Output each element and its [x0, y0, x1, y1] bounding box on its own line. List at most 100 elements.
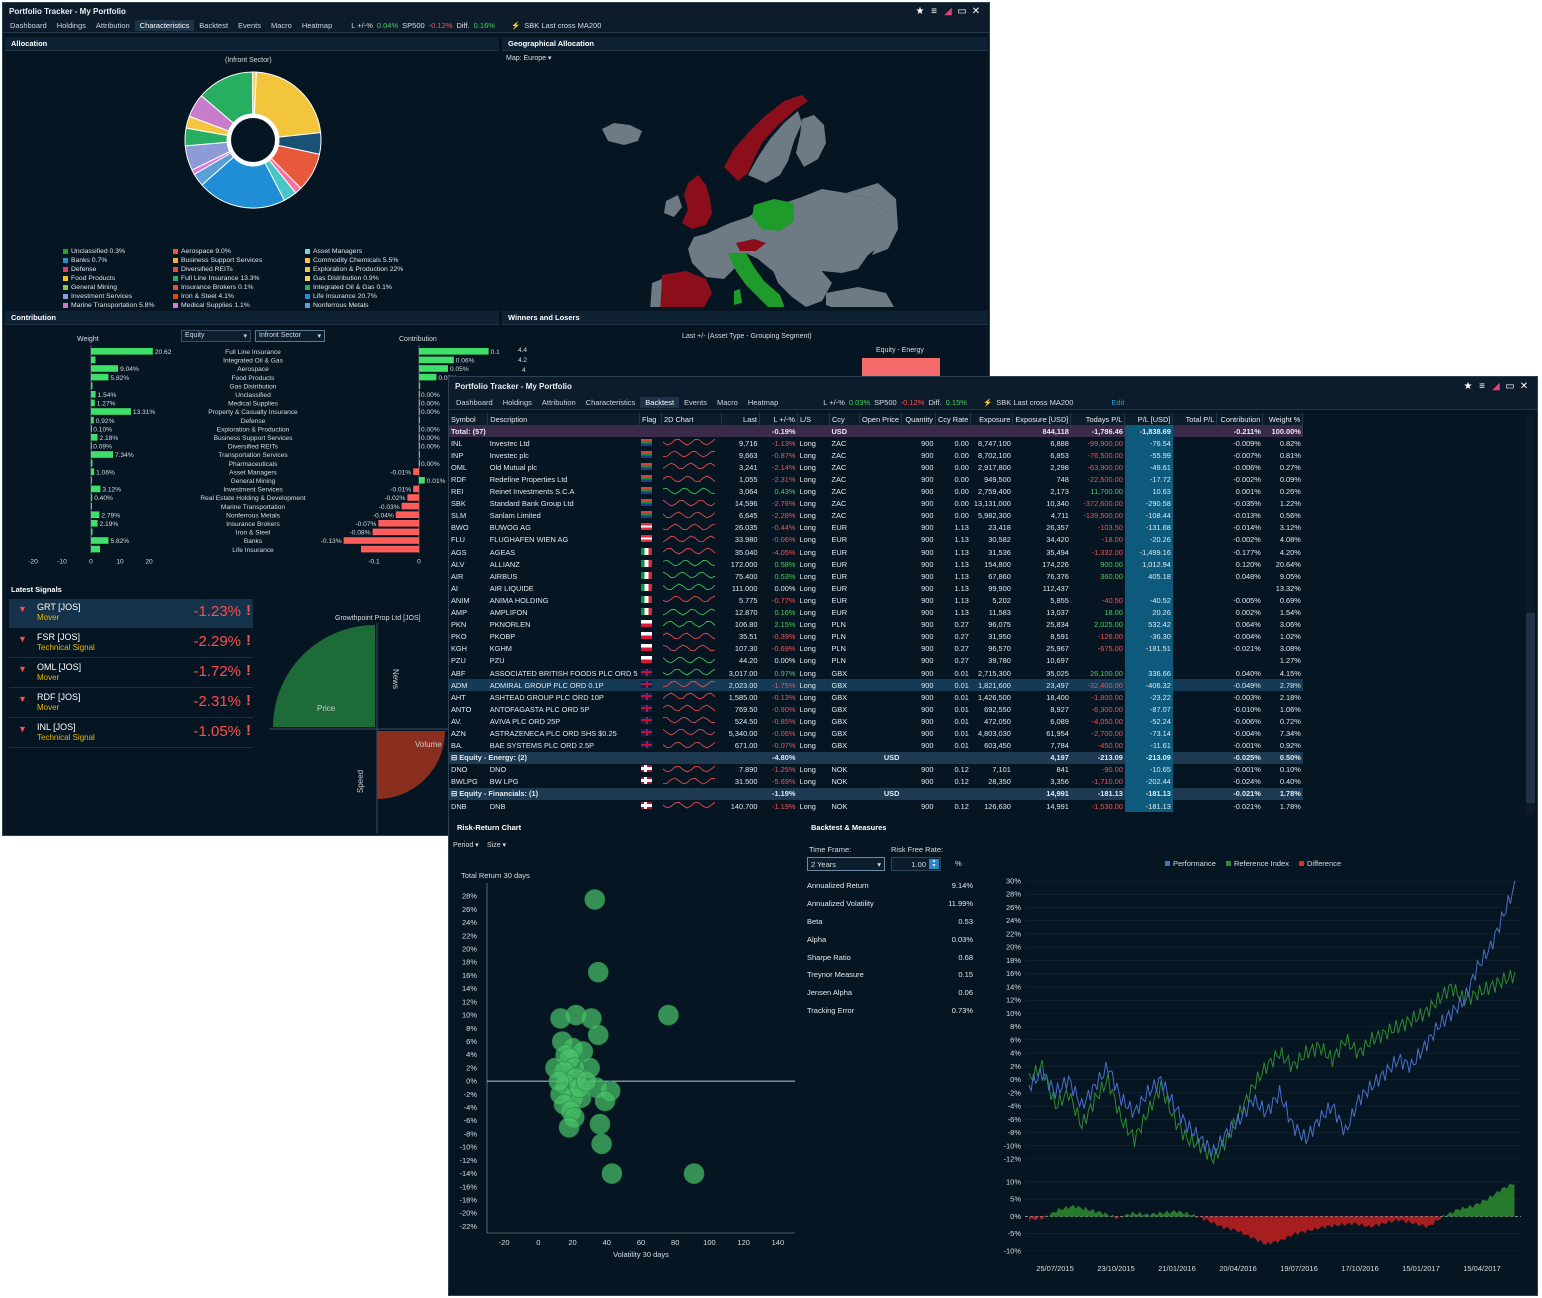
contribution-bar[interactable]: [419, 451, 420, 458]
tab-events[interactable]: Events: [684, 397, 707, 407]
sparkline[interactable]: [663, 691, 719, 701]
table-row[interactable]: SBK Standard Bank Group Ltd 14,596 -2.76% Lo…: [449, 497, 1303, 510]
map-selector[interactable]: Map: Europe ▾: [506, 55, 552, 62]
risk-return-scatter[interactable]: 28% 26% 24% 22% 20% 18% 16% 14% 12% 10% 8% 6% 4% 2% 0%…: [451, 875, 797, 1295]
table-row[interactable]: AGS AGEAS 35.040 -4.05% Long EUR 900 1.13 31,536…: [449, 546, 1303, 559]
scatter-point[interactable]: [587, 1024, 609, 1046]
maximize-icon[interactable]: ▭: [1505, 380, 1515, 392]
weight-bar[interactable]: [91, 425, 92, 432]
sparkline[interactable]: [663, 582, 719, 592]
scatter-point[interactable]: [591, 1133, 612, 1155]
difference-area-positive[interactable]: [1029, 1183, 1515, 1245]
sparkline[interactable]: [663, 776, 719, 786]
column-header[interactable]: Quantity: [901, 413, 936, 426]
sparkline[interactable]: [663, 703, 719, 713]
weight-bar[interactable]: [91, 502, 92, 510]
size-dropdown[interactable]: Size ▾: [487, 842, 507, 849]
column-header[interactable]: P/L [USD]: [1124, 413, 1174, 426]
map-poland[interactable]: [752, 199, 794, 231]
contribution-bar[interactable]: [419, 434, 420, 441]
map-ireland[interactable]: [664, 195, 682, 217]
period-dropdown[interactable]: Period ▾: [453, 842, 479, 849]
sparkline[interactable]: [663, 474, 719, 484]
contribution-bar[interactable]: [419, 356, 454, 364]
table-scrollbar[interactable]: [1526, 413, 1535, 815]
close-icon[interactable]: ✕: [971, 5, 981, 17]
table-row[interactable]: ADM ADMIRAL GROUP PLC ORD 0.1P 2,023.00 -1.…: [449, 679, 1303, 692]
column-header[interactable]: Total P/L: [1172, 413, 1218, 426]
table-row[interactable]: SLM Sanlam Limited 6,645 -2.28% Long ZAC 900 0.…: [449, 509, 1303, 522]
tab-heatmap[interactable]: Heatmap: [301, 21, 333, 30]
tab-characteristics[interactable]: Characteristics: [134, 20, 195, 31]
sparkline[interactable]: [663, 607, 719, 617]
table-row[interactable]: REI Reinet Investments S.C.A 3,064 0.43% Lon…: [449, 485, 1303, 498]
column-header[interactable]: L/S: [797, 413, 830, 426]
table-row[interactable]: DNO DNO 7.890 -1.25% Long NOK 900 0.12 7,101 841 -…: [449, 763, 1303, 776]
scatter-point[interactable]: [594, 1090, 616, 1112]
tab-events[interactable]: Events: [238, 21, 261, 30]
column-header[interactable]: 2D Chart: [661, 413, 722, 426]
map-spain[interactable]: [658, 271, 712, 307]
table-row[interactable]: AZN ASTRAZENECA PLC ORD SHS $0.25 5,340.00…: [449, 727, 1303, 740]
table-row[interactable]: ANIM ANIMA HOLDING 5.775 -0.77% Long EUR 900 1.…: [449, 594, 1303, 607]
scatter-point[interactable]: [589, 1113, 611, 1135]
contribution-bar[interactable]: [343, 537, 419, 544]
map-norway[interactable]: [724, 95, 808, 181]
sparkline[interactable]: [663, 800, 719, 810]
column-header[interactable]: Weight %: [1262, 413, 1304, 426]
table-row[interactable]: AI AIR LIQUIDE 111.000 0.00% Long EUR 900 1.13 9…: [449, 582, 1303, 595]
group-row[interactable]: ⊟ Equity - Energy: (2) -4.80% USD 4,197 -213…: [449, 751, 1303, 764]
weight-bar[interactable]: [91, 348, 153, 355]
tab-backtest[interactable]: Backtest: [199, 21, 229, 30]
sparkline[interactable]: [663, 510, 719, 520]
sparkline[interactable]: [663, 764, 719, 774]
sparkline[interactable]: [663, 534, 719, 544]
weight-bar[interactable]: [91, 416, 94, 424]
chart-flag-icon[interactable]: ◢: [944, 5, 952, 17]
table-row[interactable]: ABF ASSOCIATED BRITISH FOODS PLC ORD 5 3,0…: [449, 666, 1303, 680]
contribution-bar[interactable]: [413, 468, 419, 475]
table-row[interactable]: AMP AMPLIFON 12.870 0.16% Long EUR 900 1.13 11,5…: [449, 606, 1303, 619]
sparkline[interactable]: [663, 715, 719, 725]
contribution-bar[interactable]: [413, 485, 419, 493]
weight-bar[interactable]: [91, 520, 98, 527]
column-header[interactable]: Exposure: [970, 413, 1014, 426]
scatter-point[interactable]: [584, 889, 606, 910]
contribution-bar[interactable]: [419, 416, 420, 424]
table-row[interactable]: PKO PKOBP 35.51 -0.39% Long PLN 900 0.27 31,950 8…: [449, 630, 1303, 643]
radar-volume-sector[interactable]: [377, 731, 445, 799]
table-row[interactable]: AIR AIRBUS 75.400 0.53% Long EUR 900 1.13 67,860…: [449, 570, 1303, 583]
risk-free-input[interactable]: 1.00 ▴ ▾: [891, 857, 941, 871]
maximize-icon[interactable]: ▭: [957, 5, 967, 17]
scatter-point[interactable]: [683, 1163, 705, 1184]
contribution-chart[interactable]: Weight Contribution 20.62 Full Line Insuran…: [5, 329, 499, 575]
group-row[interactable]: ⊟ Equity - Financials: (1) -1.19% USD 14,99…: [449, 787, 1303, 800]
edit-link[interactable]: Edit: [1111, 397, 1125, 407]
weight-bar[interactable]: [91, 459, 93, 467]
menu-icon[interactable]: ≡: [931, 5, 937, 17]
map-austria[interactable]: [736, 239, 766, 251]
map-iceland[interactable]: [602, 123, 642, 145]
sparkline[interactable]: [663, 631, 719, 641]
alert-text[interactable]: SBK Last cross MA200: [524, 21, 602, 30]
scatter-point[interactable]: [558, 1117, 580, 1138]
column-header[interactable]: Symbol: [449, 413, 489, 426]
sparkline[interactable]: [663, 449, 719, 459]
signal-row[interactable]: ▼ INL [JOS] Technical Signal -1.05%!: [9, 719, 253, 748]
sparkline[interactable]: [663, 437, 719, 447]
map-portugal[interactable]: [650, 279, 662, 307]
radar-price-sector[interactable]: [273, 625, 375, 727]
table-row[interactable]: DNB DNB 140.700 -1.19% Long NOK 900 0.12 126,630…: [449, 800, 1303, 813]
map-east[interactable]: [846, 183, 898, 255]
weight-bar[interactable]: [91, 391, 96, 398]
weight-bar[interactable]: [91, 434, 98, 441]
difference-area-negative[interactable]: [1029, 1184, 1515, 1245]
sparkline[interactable]: [663, 740, 719, 750]
signal-row[interactable]: ▼ RDF [JOS] Mover -2.31%!: [9, 689, 253, 718]
scatter-point[interactable]: [587, 961, 609, 983]
scatter-point[interactable]: [575, 1070, 597, 1092]
weight-bar[interactable]: [91, 545, 100, 553]
contribution-bar[interactable]: [419, 459, 420, 467]
tab-dashboard[interactable]: Dashboard: [456, 397, 493, 407]
table-row[interactable]: KGH KGHM 107.30 -0.69% Long PLN 900 0.27 96,570 2…: [449, 642, 1303, 655]
